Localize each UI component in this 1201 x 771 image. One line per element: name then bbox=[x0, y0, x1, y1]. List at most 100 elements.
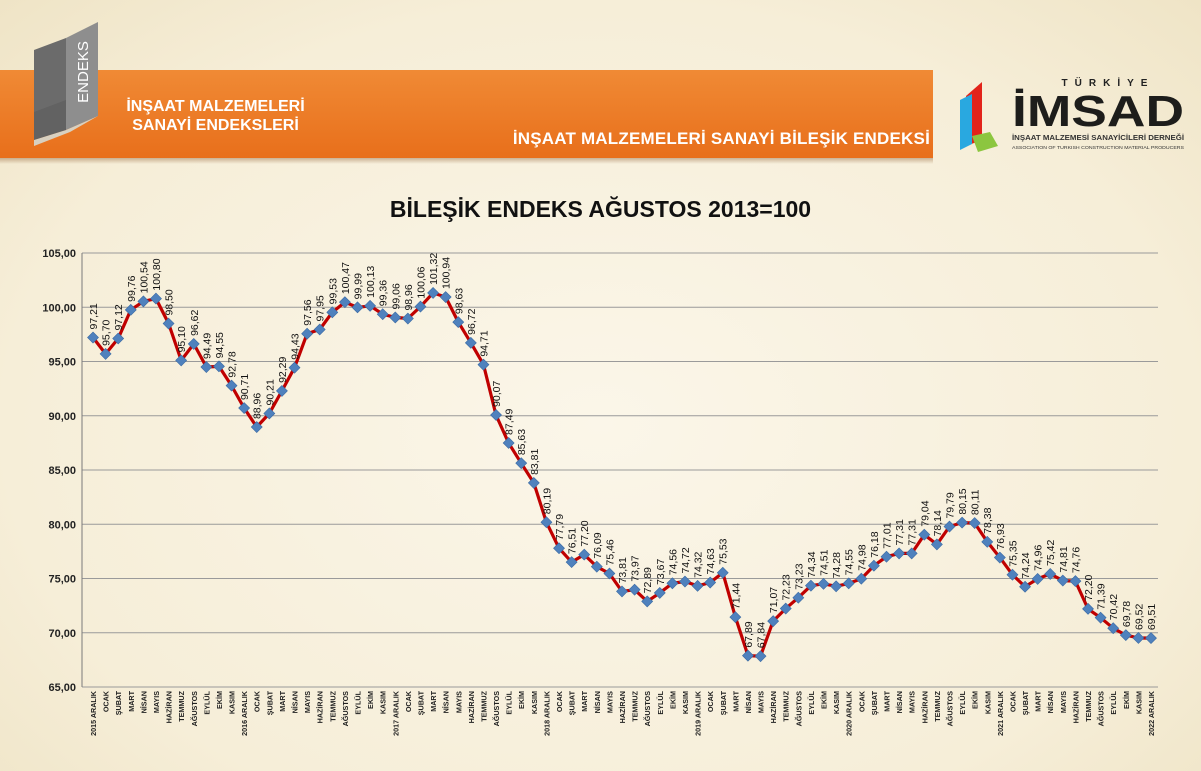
x-tick-label: EKİM bbox=[668, 691, 677, 709]
data-point bbox=[490, 409, 502, 421]
data-label: 97,21 bbox=[88, 303, 100, 329]
data-point bbox=[414, 300, 427, 313]
x-tick-label: TEMMUZ bbox=[1084, 690, 1093, 721]
x-tick-label: ŞUBAT bbox=[265, 690, 274, 715]
x-tick-label: NİSAN bbox=[442, 691, 451, 713]
data-label: 75,46 bbox=[604, 539, 616, 565]
data-point bbox=[905, 547, 918, 560]
data-label: 100,06 bbox=[415, 266, 427, 298]
data-point bbox=[616, 585, 628, 598]
data-label: 74,81 bbox=[1058, 546, 1070, 572]
x-tick-label: MAYIS bbox=[605, 691, 614, 713]
data-label: 71,44 bbox=[730, 583, 742, 609]
data-point bbox=[691, 579, 704, 592]
data-point bbox=[464, 336, 477, 349]
data-point bbox=[1094, 611, 1107, 624]
data-point bbox=[1119, 629, 1132, 642]
y-tick-label: 75,00 bbox=[48, 574, 76, 586]
x-tick-label: EYLÜL bbox=[958, 690, 967, 714]
data-label: 98,96 bbox=[403, 284, 415, 310]
x-tick-label: EYLÜL bbox=[202, 690, 211, 714]
data-label: 70,42 bbox=[1108, 594, 1120, 620]
data-label: 94,43 bbox=[290, 333, 302, 359]
x-tick-label: HAZİRAN bbox=[920, 691, 929, 723]
data-label: 98,50 bbox=[164, 289, 176, 315]
x-tick-label: TEMMUZ bbox=[479, 690, 488, 721]
data-label: 67,84 bbox=[756, 622, 768, 648]
x-tick-label: MAYIS bbox=[1059, 691, 1068, 713]
y-tick-label: 95,00 bbox=[48, 357, 76, 369]
x-tick-label: KASIM bbox=[832, 691, 841, 714]
x-tick-label: AĞUSTOS bbox=[341, 691, 350, 727]
data-label: 88,96 bbox=[252, 393, 264, 419]
imsad-line-1: İNŞAAT MALZEMESİ SANAYİCİLERİ DERNEĞİ bbox=[1012, 133, 1184, 142]
x-tick-label: OCAK bbox=[1008, 690, 1017, 712]
x-tick-label: EKİM bbox=[1122, 691, 1131, 709]
x-tick-label: HAZİRAN bbox=[165, 691, 174, 723]
data-point bbox=[238, 402, 251, 414]
x-tick-label: NİSAN bbox=[895, 691, 904, 713]
data-point bbox=[628, 583, 641, 596]
data-point bbox=[981, 535, 994, 548]
data-label: 74,56 bbox=[667, 549, 679, 575]
data-point bbox=[590, 560, 603, 573]
data-point bbox=[276, 384, 288, 397]
data-label: 74,72 bbox=[680, 547, 692, 573]
data-point bbox=[87, 331, 99, 344]
x-tick-label: AĞUSTOS bbox=[492, 691, 501, 727]
data-label: 94,49 bbox=[201, 333, 213, 359]
data-point bbox=[250, 421, 263, 433]
data-point bbox=[968, 517, 981, 529]
data-label: 79,04 bbox=[919, 500, 931, 526]
x-tick-label: ŞUBAT bbox=[1021, 690, 1030, 715]
composite-index-chart: 105,00 100,00 95,00 90,00 85,00 80,00 75,00 70,… bbox=[42, 248, 1158, 736]
data-point bbox=[99, 347, 112, 360]
subtitle-line-2: SANAYİ ENDEKSLERİ bbox=[132, 117, 299, 134]
data-point bbox=[867, 559, 880, 572]
data-point bbox=[830, 580, 843, 593]
x-tick-label: MAYIS bbox=[454, 691, 463, 713]
x-tick-label: 2015 ARALIK bbox=[89, 690, 98, 736]
data-point bbox=[1044, 568, 1057, 580]
data-point bbox=[326, 306, 339, 319]
data-label: 83,81 bbox=[529, 448, 541, 474]
x-tick-label: 2020 ARALIK bbox=[845, 690, 854, 736]
data-label: 74,76 bbox=[1070, 547, 1082, 573]
data-label: 69,52 bbox=[1133, 604, 1145, 630]
x-tick-label: MAYIS bbox=[757, 691, 766, 713]
x-tick-label: MART bbox=[883, 690, 892, 711]
data-label: 77,20 bbox=[579, 520, 591, 546]
data-point bbox=[200, 361, 213, 373]
data-point bbox=[452, 316, 465, 329]
x-tick-label: HAZİRAN bbox=[769, 691, 778, 723]
x-tick-label: NİSAN bbox=[139, 691, 148, 713]
x-tick-label: ŞUBAT bbox=[114, 690, 123, 715]
x-tick-label: HAZİRAN bbox=[1071, 691, 1080, 723]
data-point bbox=[389, 311, 402, 324]
data-label: 99,99 bbox=[353, 273, 365, 299]
x-tick-label: ŞUBAT bbox=[416, 690, 425, 715]
header-banner bbox=[0, 70, 933, 158]
data-point bbox=[842, 577, 855, 590]
x-tick-label: HAZİRAN bbox=[467, 691, 476, 723]
data-point bbox=[427, 287, 439, 299]
data-point bbox=[137, 295, 150, 308]
data-label: 75,42 bbox=[1045, 540, 1057, 566]
x-tick-label: TEMMUZ bbox=[933, 690, 942, 721]
data-point bbox=[313, 323, 326, 336]
x-tick-label: AĞUSTOS bbox=[945, 691, 954, 727]
data-label: 72,20 bbox=[1083, 574, 1095, 600]
data-point bbox=[893, 547, 906, 560]
y-tick-label: 105,00 bbox=[42, 248, 76, 260]
imsad-line-2: ASSOCIATION OF TURKISH CONSTRUCTION MATE… bbox=[1012, 145, 1184, 150]
x-tick-label: EKİM bbox=[366, 691, 375, 709]
series-line bbox=[91, 291, 1152, 658]
data-point bbox=[263, 407, 276, 420]
data-label: 76,09 bbox=[592, 532, 604, 558]
x-tick-label: MART bbox=[580, 690, 589, 711]
data-label: 90,71 bbox=[239, 374, 251, 400]
chart-title: BİLEŞİK ENDEKS AĞUSTOS 2013=100 bbox=[389, 196, 812, 222]
data-label: 75,35 bbox=[1007, 540, 1019, 566]
data-label: 74,63 bbox=[705, 548, 717, 574]
data-label: 73,23 bbox=[793, 563, 805, 589]
